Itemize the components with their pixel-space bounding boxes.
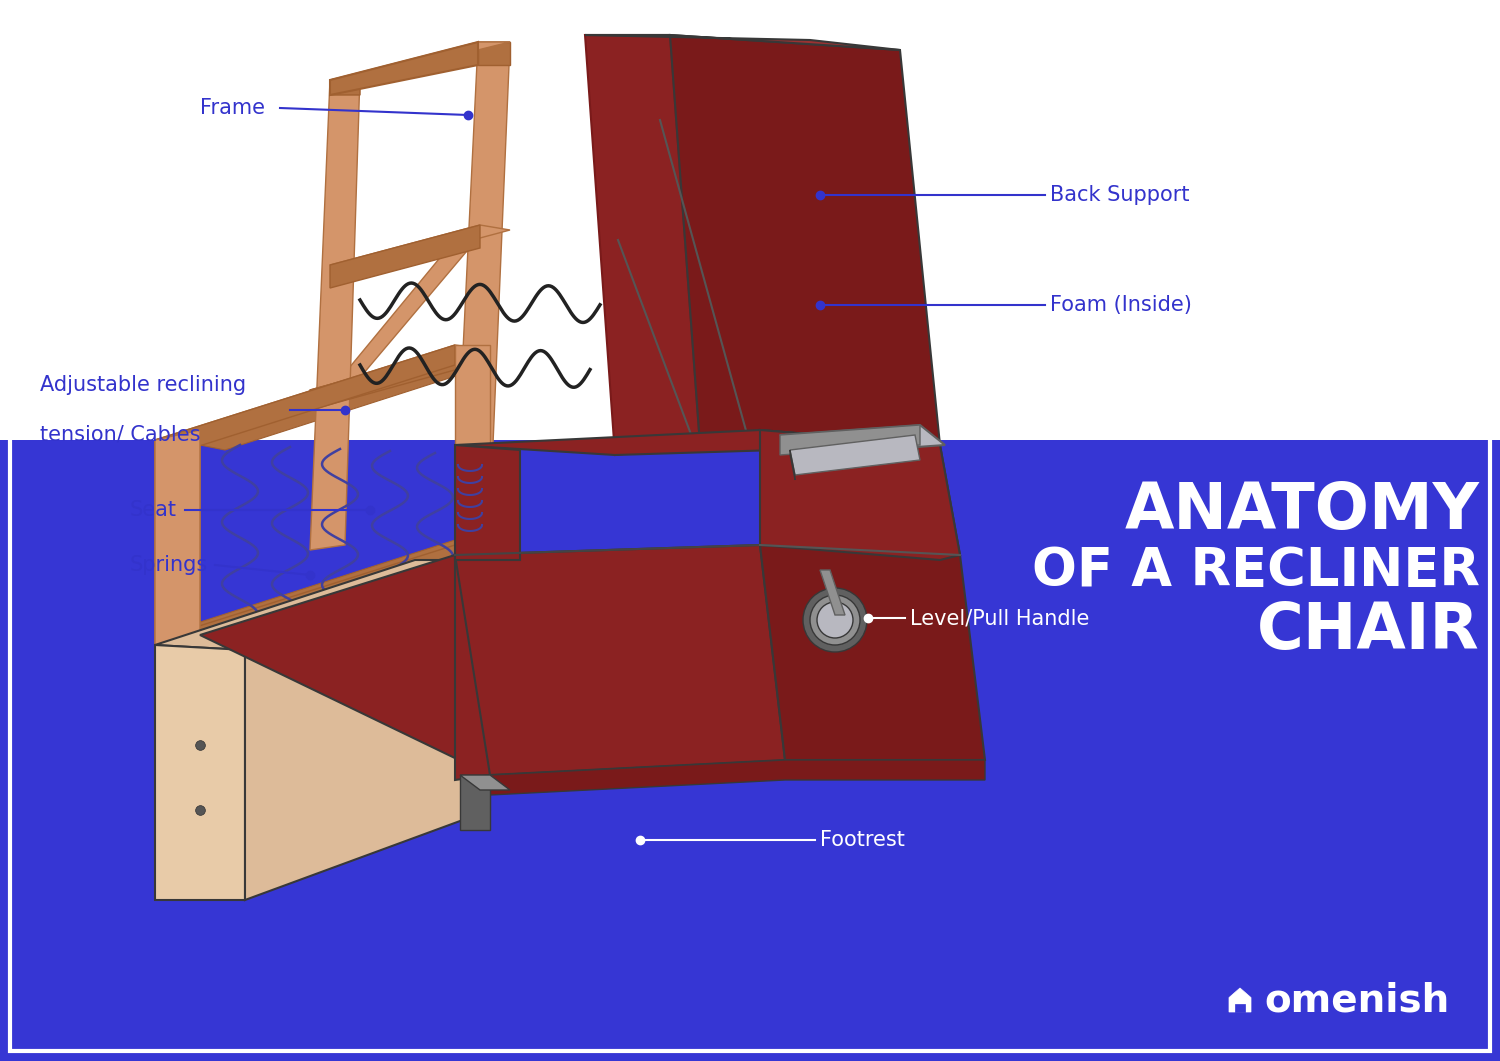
Polygon shape (334, 245, 472, 385)
Polygon shape (780, 425, 945, 455)
Polygon shape (454, 345, 490, 560)
Polygon shape (490, 760, 986, 795)
Polygon shape (330, 75, 360, 95)
Text: ANATOMY: ANATOMY (1125, 480, 1480, 542)
Polygon shape (330, 42, 510, 80)
Text: Frame: Frame (200, 98, 266, 118)
Polygon shape (790, 450, 795, 480)
Text: Adjustable reclining: Adjustable reclining (40, 375, 246, 395)
Bar (0, 0, 1500, 440)
Text: CHAIR: CHAIR (1257, 601, 1480, 662)
Polygon shape (154, 430, 200, 650)
Circle shape (818, 602, 854, 638)
Text: Seat: Seat (130, 500, 177, 520)
Polygon shape (478, 42, 510, 65)
Polygon shape (154, 345, 454, 460)
Polygon shape (454, 42, 510, 515)
Polygon shape (454, 545, 784, 775)
Polygon shape (454, 555, 490, 780)
Text: Level/Pull Handle: Level/Pull Handle (910, 608, 1089, 628)
Polygon shape (154, 345, 491, 445)
Text: OF A RECLINER: OF A RECLINER (1032, 545, 1480, 597)
Polygon shape (780, 425, 920, 455)
Polygon shape (310, 348, 490, 394)
Text: Springs: Springs (130, 555, 209, 575)
Text: tension/ Cables: tension/ Cables (40, 425, 201, 445)
Polygon shape (154, 545, 491, 645)
Polygon shape (154, 430, 200, 650)
Polygon shape (454, 445, 520, 560)
Polygon shape (760, 545, 986, 760)
Bar (0, 440, 1500, 1061)
Polygon shape (244, 560, 490, 900)
Polygon shape (1234, 1004, 1245, 1012)
Polygon shape (154, 560, 491, 650)
Polygon shape (760, 430, 960, 560)
Polygon shape (154, 640, 200, 645)
Polygon shape (200, 555, 784, 775)
Circle shape (802, 588, 867, 653)
Polygon shape (330, 225, 480, 288)
Polygon shape (821, 570, 844, 615)
Polygon shape (160, 540, 491, 640)
Polygon shape (670, 35, 940, 445)
Text: omenish: omenish (1264, 981, 1450, 1019)
Polygon shape (460, 775, 490, 830)
Polygon shape (585, 35, 700, 455)
Circle shape (810, 595, 859, 645)
Polygon shape (790, 435, 920, 475)
Text: Foam (Inside): Foam (Inside) (1050, 295, 1192, 315)
Polygon shape (310, 348, 462, 410)
Polygon shape (310, 75, 360, 550)
Text: Footrest: Footrest (821, 830, 904, 850)
Polygon shape (330, 225, 510, 269)
Polygon shape (760, 430, 960, 555)
Polygon shape (330, 42, 478, 95)
Polygon shape (454, 430, 940, 455)
Polygon shape (154, 645, 244, 900)
Polygon shape (1228, 988, 1251, 1012)
Polygon shape (200, 360, 490, 450)
Polygon shape (585, 35, 900, 50)
Polygon shape (460, 775, 510, 790)
Text: Back Support: Back Support (1050, 185, 1190, 205)
